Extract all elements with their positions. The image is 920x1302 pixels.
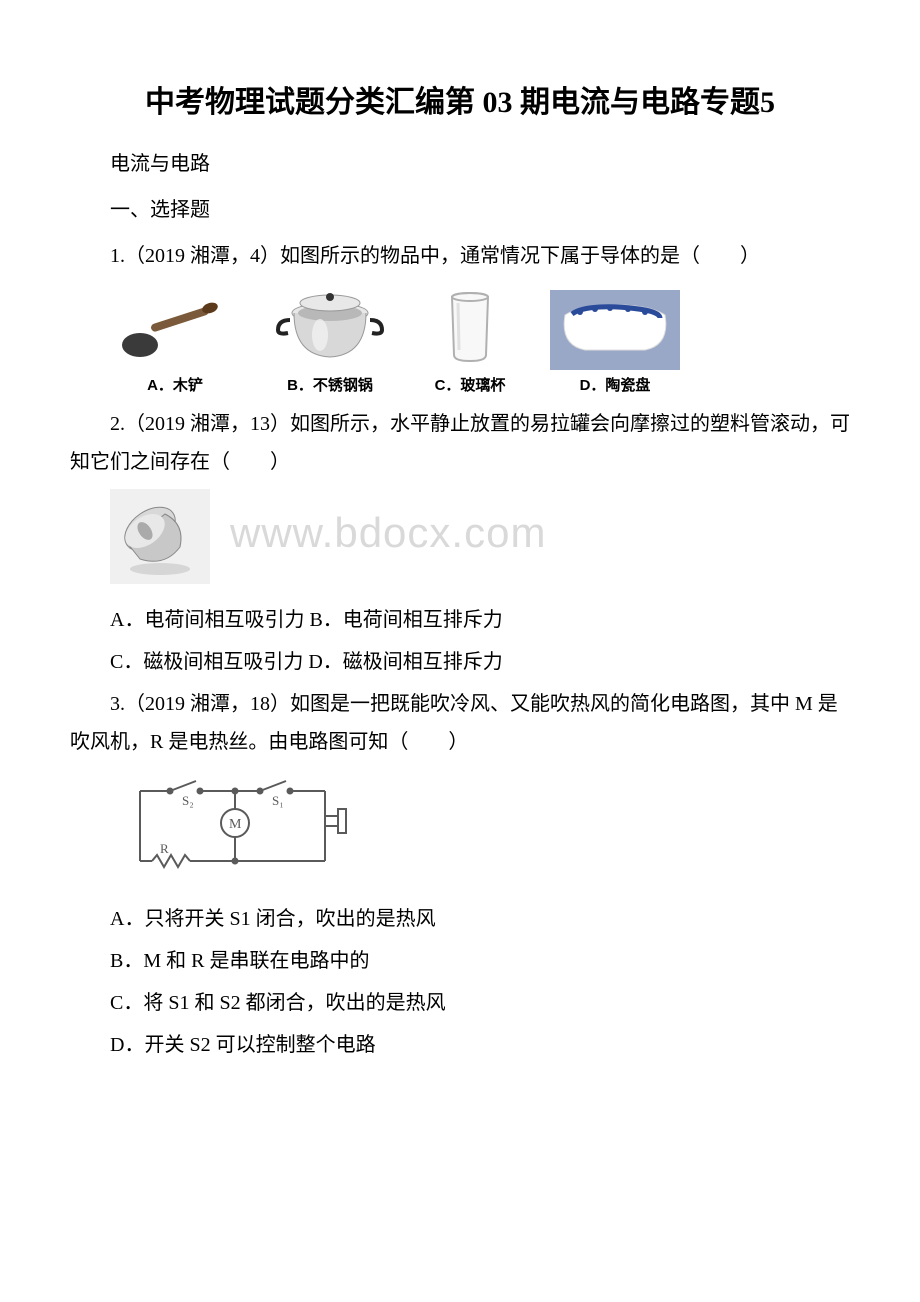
q1-option-d: D．陶瓷盘 — [550, 290, 680, 395]
section-heading: 一、选择题 — [70, 191, 850, 229]
spatula-icon — [120, 290, 230, 370]
circuit-s2-label: S₂ — [182, 793, 194, 808]
pot-icon — [270, 285, 390, 370]
q2-stem: 2.（2019 湘潭，13）如图所示，水平静止放置的易拉罐会向摩擦过的塑料管滚动… — [70, 405, 850, 481]
q2-figure-wrap: www.bdocx.com — [110, 489, 850, 589]
q1-option-b-label: B．不锈钢锅 — [270, 374, 390, 395]
q1-option-a-label: A．木铲 — [120, 374, 230, 395]
circuit-s1-label: S₁ — [272, 793, 284, 808]
q3-circuit: S₂ S₁ M R — [120, 771, 850, 886]
circuit-m-label: M — [229, 817, 242, 832]
q1-option-d-label: D．陶瓷盘 — [550, 374, 680, 395]
q3-stem: 3.（2019 湘潭，18）如图是一把既能吹冷风、又能吹热风的简化电路图，其中 … — [70, 685, 850, 761]
q2-options-ab: A．电荷间相互吸引力 B．电荷间相互排斥力 — [70, 601, 850, 639]
q1-option-b: B．不锈钢锅 — [270, 285, 390, 395]
subtitle: 电流与电路 — [70, 145, 850, 183]
q3-option-b: B．M 和 R 是串联在电路中的 — [70, 942, 850, 980]
q1-option-a: A．木铲 — [120, 290, 230, 395]
q1-option-c: C．玻璃杯 — [430, 285, 510, 395]
q3-option-d: D．开关 S2 可以控制整个电路 — [70, 1026, 850, 1064]
circuit-diagram-icon: S₂ S₁ M R — [120, 771, 360, 881]
glass-icon — [430, 285, 510, 370]
q1-option-c-label: C．玻璃杯 — [430, 374, 510, 395]
circuit-r-label: R — [160, 841, 169, 856]
q2-options-cd: C．磁极间相互吸引力 D．磁极间相互排斥力 — [70, 643, 850, 681]
q3-option-c: C．将 S1 和 S2 都闭合，吹出的是热风 — [70, 984, 850, 1022]
page-title: 中考物理试题分类汇编第 03 期电流与电路专题5 — [70, 80, 850, 125]
q1-options: A．木铲 B．不锈钢锅 C．玻璃杯 — [120, 285, 850, 395]
watermark-text: www.bdocx.com — [230, 509, 546, 557]
q1-stem: 1.（2019 湘潭，4）如图所示的物品中，通常情况下属于导体的是（ ） — [70, 237, 850, 275]
q3-option-a: A．只将开关 S1 闭合，吹出的是热风 — [70, 900, 850, 938]
ceramic-plate-icon — [550, 290, 680, 370]
can-icon — [110, 489, 210, 584]
